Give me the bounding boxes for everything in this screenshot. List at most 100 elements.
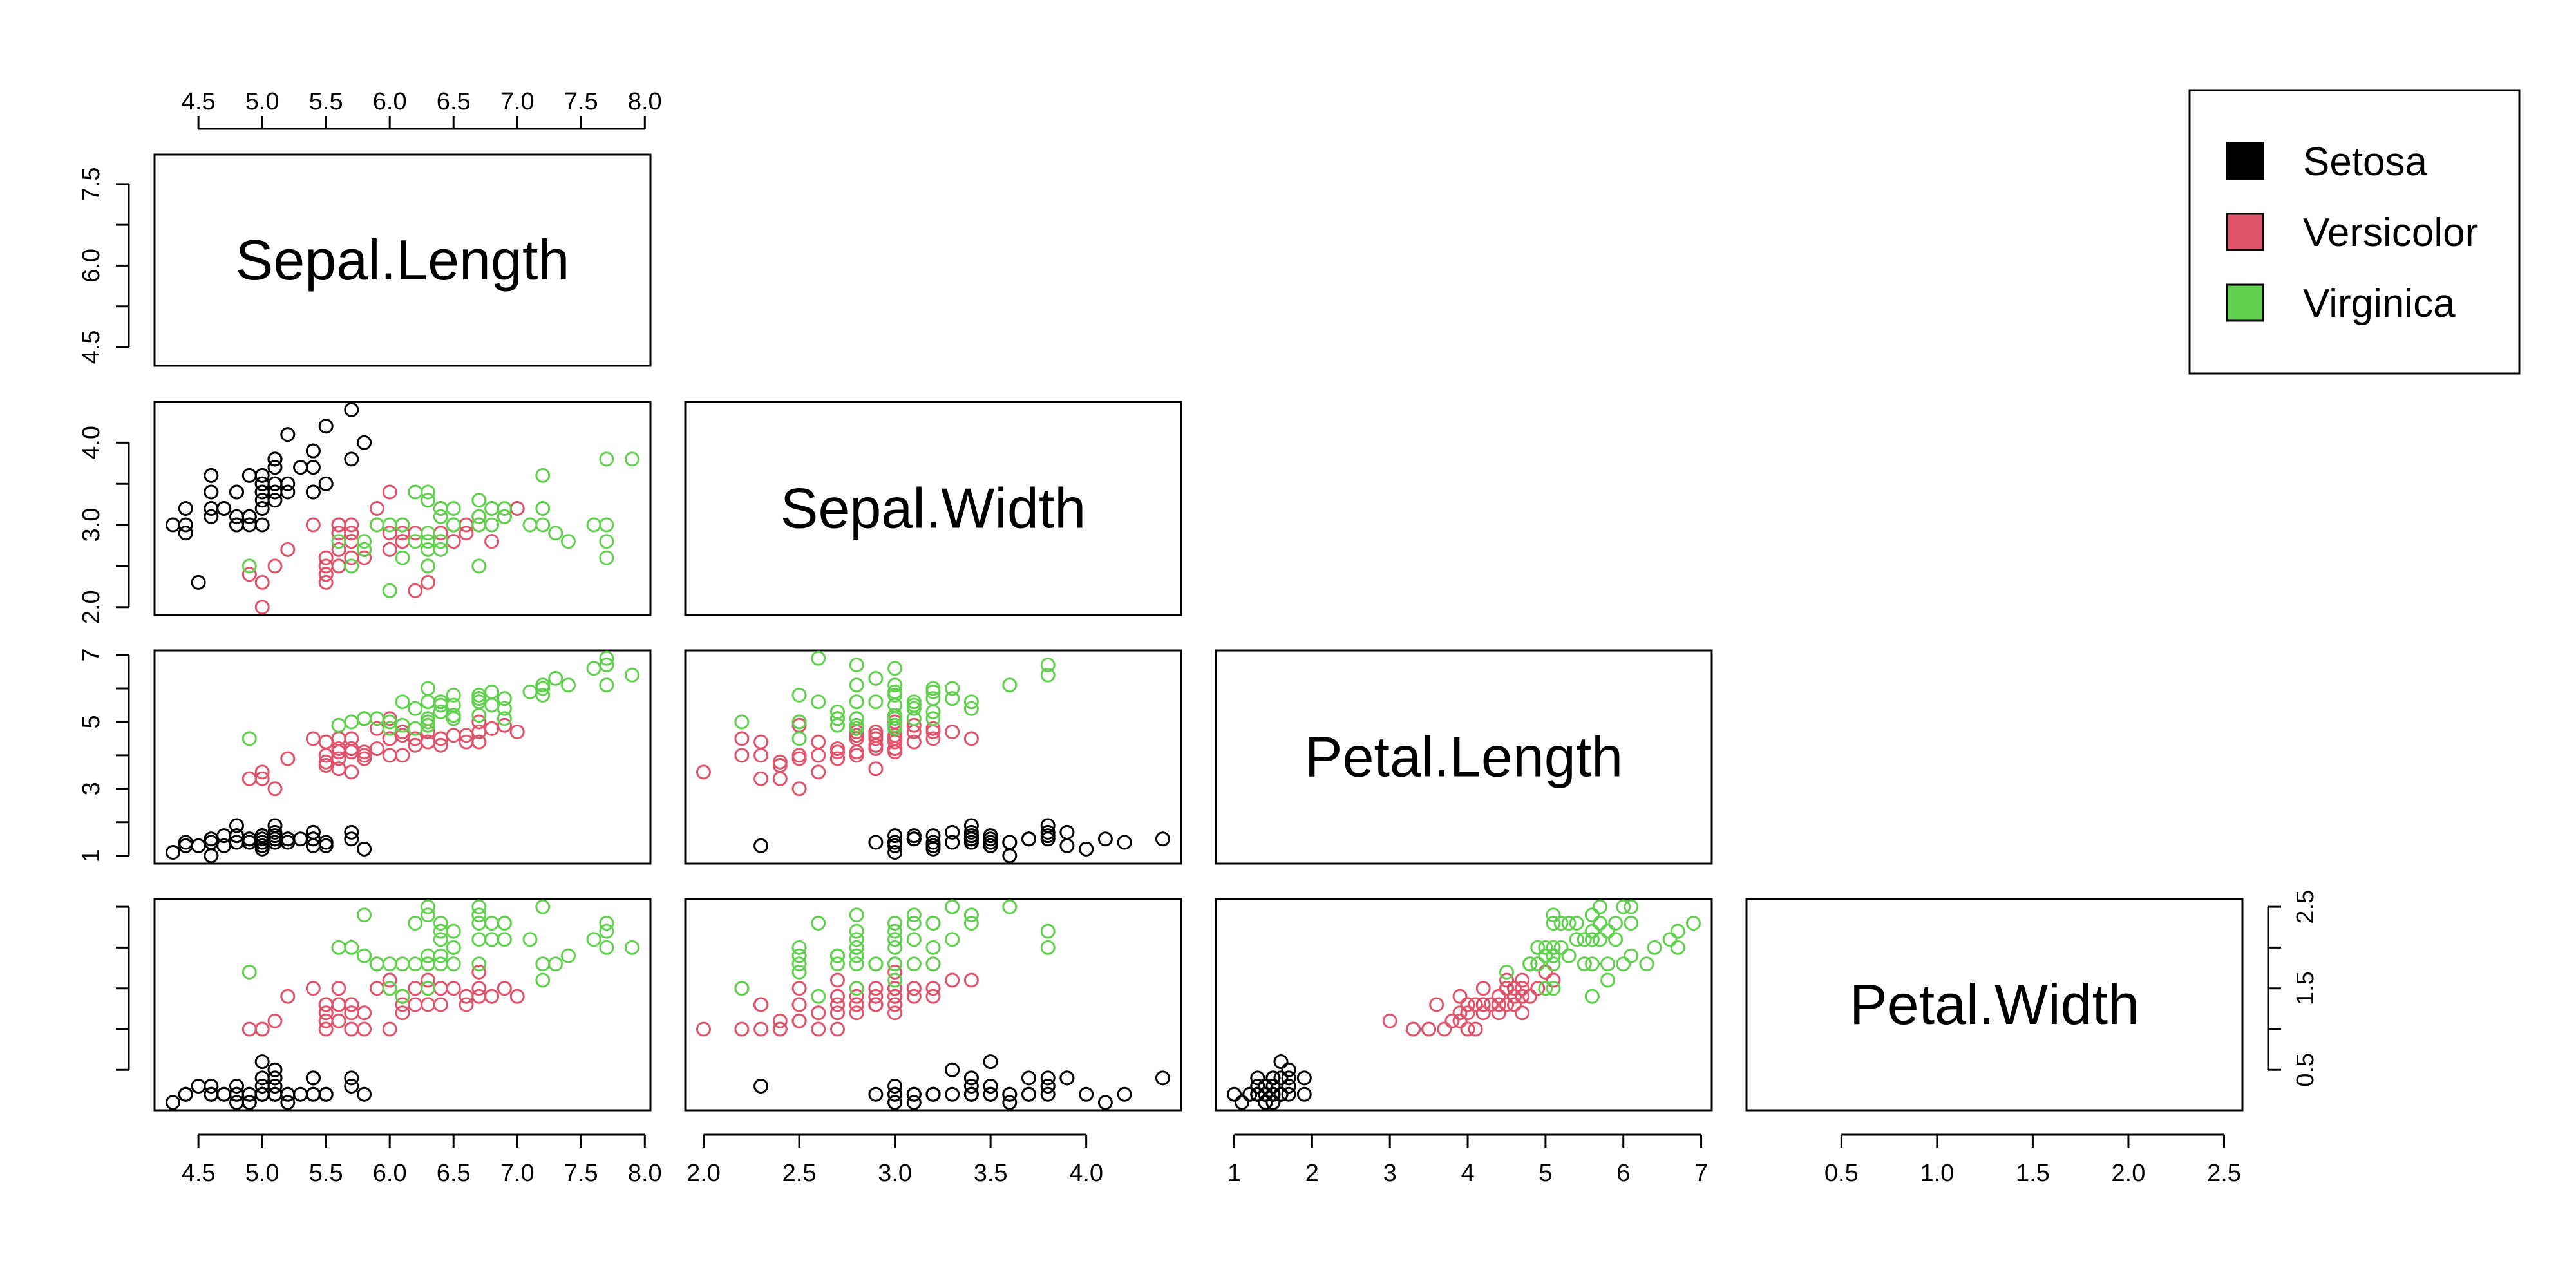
point-virginica — [344, 558, 359, 574]
point-virginica — [1577, 956, 1592, 972]
point-setosa — [1265, 1095, 1281, 1110]
point-virginica — [1569, 916, 1584, 931]
point-setosa — [178, 838, 193, 853]
point-virginica — [849, 907, 864, 923]
point-virginica — [925, 916, 941, 931]
point-virginica — [1608, 916, 1624, 931]
point-setosa — [1021, 1070, 1036, 1086]
point-virginica — [535, 468, 551, 483]
point-virginica — [497, 691, 512, 706]
point-versicolor — [925, 731, 941, 746]
point-versicolor — [906, 989, 922, 1004]
point-setosa — [1002, 1095, 1018, 1110]
point-versicolor — [887, 989, 903, 1004]
point-versicolor — [1491, 989, 1506, 1004]
point-virginica — [357, 542, 372, 557]
point-virginica — [599, 658, 614, 673]
point-versicolor — [421, 972, 436, 988]
legend-label-setosa: Setosa — [2303, 140, 2428, 184]
point-setosa — [178, 1086, 193, 1102]
point-versicolor — [369, 981, 384, 996]
point-versicolor — [408, 997, 423, 1012]
point-versicolor — [369, 501, 384, 516]
diagonal-label-petal-length: Petal.Length — [1305, 725, 1623, 789]
point-setosa — [178, 517, 193, 533]
y-axis-sepal-length-left: 4.5 6.0 7.5 — [78, 167, 130, 364]
point-versicolor — [382, 542, 397, 557]
point-versicolor — [830, 972, 845, 988]
point-virginica — [599, 550, 614, 565]
point-virginica — [887, 711, 903, 726]
point-versicolor — [1507, 981, 1522, 996]
point-setosa — [204, 468, 219, 483]
y-axis-petal-length-left: 1 3 5 7 — [78, 648, 130, 862]
tick-label: 4.0 — [78, 426, 105, 460]
point-versicolor — [471, 964, 487, 980]
point-virginica — [535, 956, 551, 972]
tick-label: 5.5 — [309, 1160, 343, 1187]
point-versicolor — [318, 574, 334, 590]
point-setosa — [1281, 1062, 1296, 1077]
point-virginica — [1593, 932, 1607, 947]
panel-frame — [684, 898, 1182, 1112]
point-virginica — [849, 721, 864, 736]
point-versicolor — [1452, 1005, 1468, 1021]
point-versicolor — [331, 542, 346, 557]
point-versicolor — [868, 731, 884, 746]
point-versicolor — [753, 734, 769, 750]
point-versicolor — [696, 1021, 711, 1037]
point-virginica — [471, 916, 487, 931]
point-setosa — [254, 1079, 270, 1094]
point-setosa — [1117, 1086, 1132, 1102]
point-versicolor — [254, 574, 270, 590]
panel-frame — [153, 401, 652, 616]
point-virginica — [811, 694, 826, 710]
point-virginica — [484, 684, 500, 699]
point-virginica — [421, 558, 436, 574]
tick-label: 1.0 — [1920, 1160, 1954, 1187]
point-versicolor — [395, 748, 410, 763]
point-virginica — [906, 907, 922, 923]
point-virginica — [963, 701, 979, 716]
point-versicolor — [791, 997, 807, 1012]
point-virginica — [1662, 932, 1678, 947]
point-versicolor — [811, 1005, 826, 1021]
legend-label-virginica: Virginica — [2303, 281, 2456, 326]
point-virginica — [484, 932, 500, 947]
point-versicolor — [1522, 989, 1538, 1004]
tick-label: 8.0 — [628, 1160, 662, 1187]
point-virginica — [599, 650, 614, 666]
point-virginica — [599, 923, 614, 939]
point-setosa — [1059, 1070, 1075, 1086]
point-virginica — [1530, 940, 1546, 955]
point-virginica — [484, 697, 500, 713]
point-virginica — [535, 681, 551, 696]
point-setosa — [887, 828, 903, 844]
point-virginica — [497, 701, 512, 716]
point-virginica — [446, 708, 461, 723]
tick-label: 5.5 — [309, 88, 343, 115]
point-virginica — [535, 899, 551, 914]
point-virginica — [535, 501, 551, 516]
panel-petal-width-vs-sepal-length — [153, 898, 652, 1112]
point-setosa — [254, 1086, 270, 1102]
point-virginica — [344, 940, 359, 955]
point-virginica — [522, 684, 538, 699]
point-virginica — [625, 940, 639, 955]
point-versicolor — [344, 517, 359, 533]
panel-petal-width-vs-petal-length — [1215, 898, 1713, 1112]
point-virginica — [1546, 916, 1561, 931]
point-versicolor — [1515, 981, 1530, 996]
point-versicolor — [868, 997, 884, 1012]
point-setosa — [166, 845, 180, 860]
point-setosa — [925, 1086, 941, 1102]
point-versicolor — [318, 758, 334, 773]
point-setosa — [983, 828, 998, 844]
point-virginica — [331, 940, 346, 955]
diagonal-label-sepal-width: Sepal.Width — [781, 477, 1086, 540]
point-setosa — [280, 484, 296, 500]
point-versicolor — [395, 728, 410, 743]
point-versicolor — [382, 484, 397, 500]
point-setosa — [1273, 1054, 1289, 1070]
point-virginica — [1538, 940, 1553, 955]
